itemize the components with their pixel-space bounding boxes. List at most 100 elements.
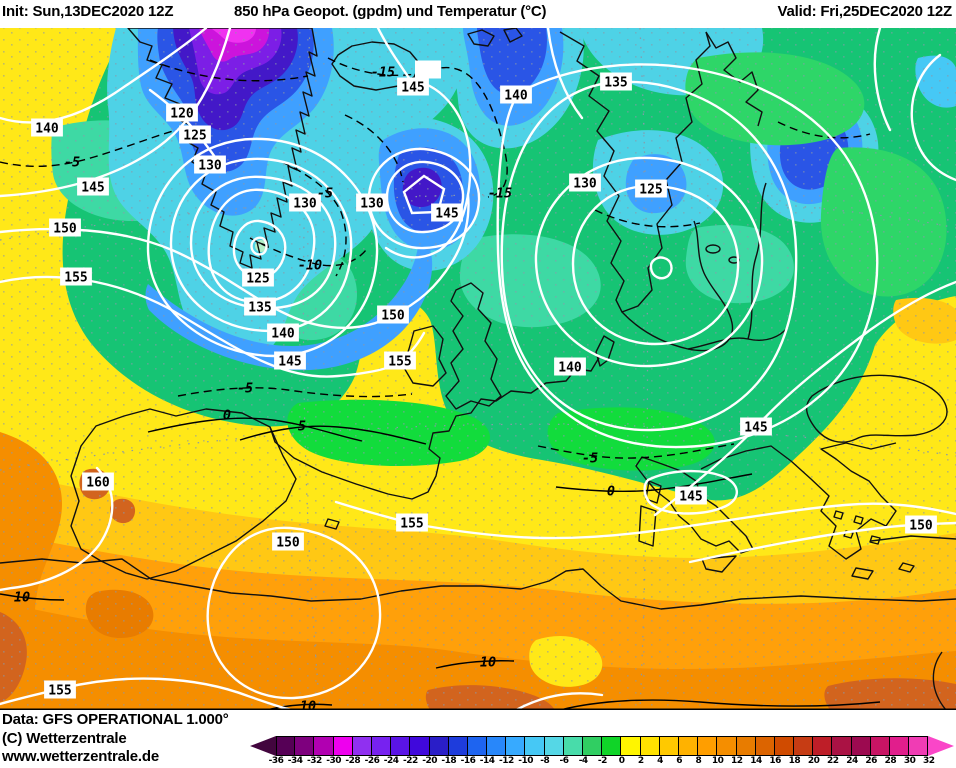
svg-text:160: 160: [86, 476, 110, 491]
data-source-label: Data: GFS OPERATIONAL 1.000°: [2, 711, 229, 728]
svg-text:120: 120: [170, 107, 194, 122]
colorbar-cell: [429, 736, 449, 756]
colorbar-tick-label: -28: [345, 756, 361, 766]
colorbar-cell: [371, 736, 392, 756]
geopotential-label: 155: [60, 267, 92, 286]
stipple-overlay: [0, 28, 956, 710]
geopotential-label: 125: [179, 125, 211, 144]
init-time-label: Init: Sun,13DEC2020 12Z: [2, 3, 174, 20]
geopotential-label: 155: [396, 513, 428, 532]
colorbar-tick-label: 18: [788, 756, 801, 766]
temperature-label: 10: [14, 590, 30, 606]
colorbar-cell: [506, 736, 526, 756]
colorbar-cell: [698, 736, 718, 756]
colorbar-cell: [774, 736, 795, 756]
svg-text:130: 130: [573, 177, 597, 192]
map-title: 850 hPa Geopot. (gpdm) und Temperatur (°…: [234, 3, 547, 20]
temperature-label: 10: [300, 699, 316, 711]
weather-map: 1401451501551201251301301251351401451451…: [0, 28, 956, 710]
colorbar-cell: [890, 736, 910, 756]
svg-text:155: 155: [388, 355, 411, 370]
svg-text:140: 140: [504, 89, 528, 104]
geopotential-label: 125: [635, 179, 667, 198]
colorbar-cell: [352, 736, 372, 756]
colorbar-cell: [909, 736, 929, 756]
svg-text:140: 140: [271, 327, 295, 342]
colorbar-tick-label: 28: [884, 756, 897, 766]
colorbar-tick-label: -6: [559, 756, 570, 766]
geopotential-label: 160: [82, 472, 114, 491]
colorbar-tick-label: -8: [540, 756, 550, 766]
colorbar-tick-label: 10: [711, 756, 724, 766]
geopotential-label: 150: [905, 515, 937, 534]
colorbar-cell: [621, 736, 641, 756]
colorbar-cell: [391, 736, 411, 756]
colorbar-cell: [602, 736, 622, 756]
colorbar-tick-label: -12: [499, 756, 514, 766]
colorbar-cell: [659, 736, 679, 756]
colorbar-tick-label: -34: [287, 756, 303, 766]
colorbar-cell: [755, 736, 775, 756]
svg-text:125: 125: [639, 183, 662, 198]
colorbar-tick-label: -4: [578, 756, 589, 766]
temperature-colorbar-legend: -36 -34 -32 -30 -28 -26 -24 -22 -20 -18 -16 -14 -12-…: [250, 736, 956, 768]
colorbar-cell: [487, 736, 507, 756]
svg-text:155: 155: [400, 517, 423, 532]
colorbar-tick-label: 6: [676, 756, 683, 766]
colorbar-cell: [295, 736, 315, 756]
geopotential-label: 140: [31, 118, 63, 137]
geopotential-contour-labels: 1401451501551201251301301251351401451451…: [31, 60, 937, 699]
colorbar-cell: [736, 736, 756, 756]
geopotential-label: 140: [500, 85, 532, 104]
geopotential-label: [415, 60, 441, 79]
colorbar-cell: [794, 736, 814, 756]
colorbar-tick-label: -26: [364, 756, 380, 766]
colorbar-tick-label: 22: [827, 756, 839, 766]
colorbar-tick-label: 8: [695, 756, 702, 766]
temperature-label: 10: [480, 655, 496, 671]
svg-text:130: 130: [360, 197, 384, 212]
colorbar-tick-label: 30: [903, 756, 916, 766]
svg-text:140: 140: [35, 122, 59, 137]
svg-text:135: 135: [248, 301, 271, 316]
geopotential-label: 130: [194, 155, 226, 174]
geopotential-label: 145: [675, 486, 707, 505]
svg-text:150: 150: [276, 536, 300, 551]
svg-text:145: 145: [679, 490, 702, 505]
colorbar-tick-label: -16: [460, 756, 476, 766]
geopotential-label: 130: [569, 173, 601, 192]
colorbar-cell: [525, 736, 545, 756]
colorbar-cell: [678, 736, 699, 756]
colorbar-tick-label: -24: [383, 756, 399, 766]
geopotential-label: 145: [740, 417, 772, 436]
website-label: www.wetterzentrale.de: [2, 748, 159, 765]
colorbar-cell: [563, 736, 583, 756]
svg-text:130: 130: [293, 197, 317, 212]
colorbar-cell: [276, 736, 296, 756]
geopotential-label: 150: [49, 218, 81, 237]
svg-text:150: 150: [381, 309, 405, 324]
colorbar-cell: [583, 736, 603, 756]
colorbar-tick-label: 4: [657, 756, 663, 766]
colorbar-cell: [640, 736, 660, 756]
svg-text:155: 155: [64, 271, 87, 286]
temperature-label: 0: [223, 408, 231, 424]
colorbar-cell: [448, 736, 468, 756]
colorbar-cell: [851, 736, 871, 756]
colorbar-tick-label: 20: [807, 756, 820, 766]
valid-time-label: Valid: Fri,25DEC2020 12Z: [777, 3, 953, 20]
geopotential-label: 145: [274, 351, 306, 370]
geopotential-label: 150: [377, 305, 409, 324]
colorbar-cell: [544, 736, 564, 756]
colorbar-tick-label: -30: [326, 756, 341, 766]
colorbar-tick-label: 16: [769, 756, 781, 766]
svg-text:125: 125: [183, 129, 206, 144]
temperature-label: 5: [298, 419, 306, 435]
svg-text:135: 135: [604, 76, 627, 91]
copyright-label: (C) Wetterzentrale: [2, 730, 127, 747]
svg-text:145: 145: [435, 207, 458, 222]
colorbar-tick-label: 14: [750, 756, 762, 766]
temperature-label: 0: [607, 484, 615, 500]
colorbar-cell: [314, 736, 334, 756]
temperature-label: -10: [298, 258, 322, 274]
